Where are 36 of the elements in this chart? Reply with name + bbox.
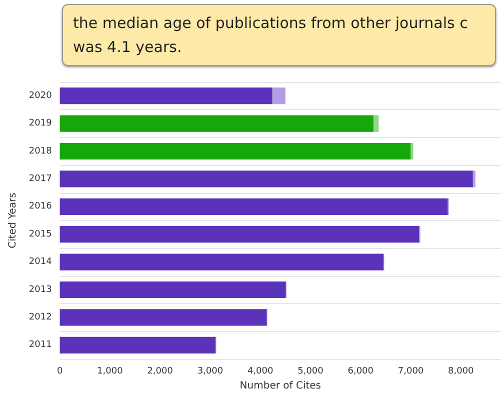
bar	[60, 142, 411, 160]
bar	[374, 115, 379, 132]
y-tick-label: 2018	[28, 146, 52, 156]
x-tick-label: 6,000	[348, 366, 374, 376]
y-axis-title: Cited Years	[8, 192, 18, 248]
x-tick-label: 5,000	[298, 366, 324, 376]
x-tick-label: 0	[56, 366, 63, 376]
y-tick-label: 2011	[28, 340, 52, 350]
y-tick-label: 2015	[28, 229, 52, 240]
bar	[272, 88, 286, 104]
bar	[60, 254, 384, 270]
x-tick-label: 8,000	[448, 366, 474, 376]
bar	[60, 88, 272, 104]
text: the median age of publications from other journals c was 4.1 years.	[62, 4, 496, 66]
y-tick-label: 2020	[28, 90, 52, 101]
y-tick-label: 2017	[28, 174, 52, 184]
bar	[60, 226, 420, 243]
x-tick-label: 2,000	[147, 366, 174, 376]
y-tick-label: 2013	[28, 284, 52, 295]
bar	[410, 142, 414, 160]
bar	[60, 336, 216, 354]
bar	[60, 115, 374, 132]
bar	[60, 281, 286, 298]
x-axis-title: Number of Cites	[240, 380, 322, 392]
x-tick-label: 7,000	[398, 366, 424, 376]
bar	[60, 198, 448, 215]
y-tick-label: 2014	[28, 257, 52, 268]
x-tick-label: 3,000	[197, 366, 224, 376]
x-tick-label: 1,000	[97, 366, 124, 376]
y-tick-label: 2012	[28, 312, 52, 322]
bar	[60, 170, 473, 188]
y-tick-label: 2019	[28, 118, 52, 129]
bar	[472, 170, 476, 188]
x-tick-label: 4,000	[247, 366, 274, 376]
bar	[60, 309, 267, 326]
y-tick-label: 2016	[28, 202, 52, 212]
